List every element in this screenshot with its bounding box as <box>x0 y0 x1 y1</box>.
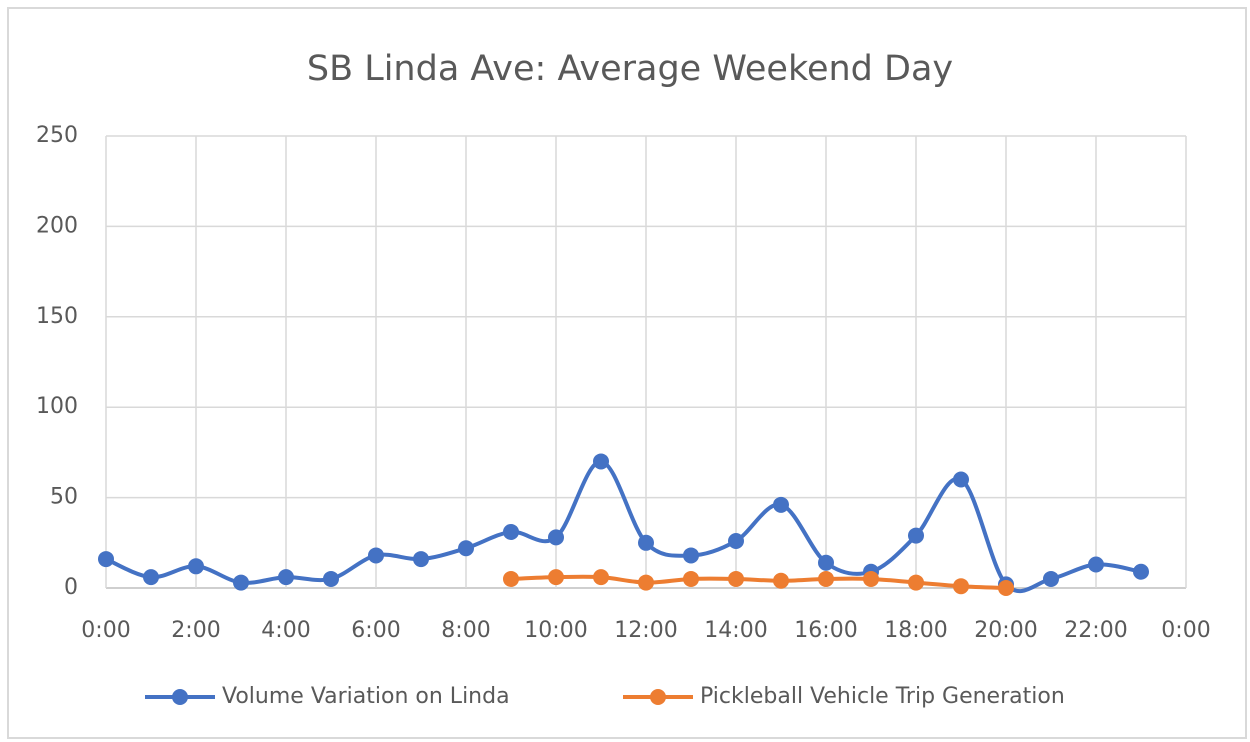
data-point <box>593 569 609 586</box>
x-tick-label: 6:00 <box>351 618 400 643</box>
data-point <box>503 523 519 540</box>
data-point <box>728 570 744 587</box>
x-tick-label: 10:00 <box>524 618 587 643</box>
data-point <box>233 574 249 591</box>
chart-title: SB Linda Ave: Average Weekend Day <box>307 49 953 89</box>
x-tick-label: 0:00 <box>1161 618 1210 643</box>
data-point <box>1133 563 1149 580</box>
data-point <box>773 496 789 513</box>
data-point <box>368 547 384 564</box>
data-point <box>638 534 654 551</box>
chart-border <box>7 7 1247 739</box>
x-tick-label: 16:00 <box>794 618 857 643</box>
x-tick-label: 12:00 <box>614 618 677 643</box>
data-point <box>1088 556 1104 573</box>
data-point <box>773 572 789 589</box>
data-point <box>953 578 969 595</box>
data-point <box>1043 570 1059 587</box>
data-point <box>683 547 699 564</box>
y-tick-label: 250 <box>36 123 78 148</box>
legend-marker <box>172 689 188 705</box>
data-point <box>728 532 744 549</box>
y-tick-label: 50 <box>50 485 78 510</box>
data-point <box>638 574 654 591</box>
y-tick-label: 150 <box>36 304 78 329</box>
legend-marker <box>650 689 666 705</box>
x-tick-label: 0:00 <box>81 618 130 643</box>
x-tick-label: 14:00 <box>704 618 767 643</box>
legend-label: Volume Variation on Linda <box>222 684 510 709</box>
data-point <box>548 529 564 546</box>
data-point <box>908 527 924 544</box>
data-point <box>503 570 519 587</box>
data-point <box>548 569 564 586</box>
data-point <box>998 580 1014 596</box>
data-point <box>593 453 609 470</box>
y-tick-label: 0 <box>64 575 78 600</box>
data-point <box>413 551 429 568</box>
data-point <box>98 551 114 568</box>
data-point <box>188 558 204 575</box>
y-tick-label: 200 <box>36 213 78 238</box>
data-point <box>818 570 834 587</box>
data-point <box>143 569 159 586</box>
data-point <box>683 570 699 587</box>
data-point <box>458 540 474 557</box>
data-point <box>818 554 834 571</box>
x-tick-label: 2:00 <box>171 618 220 643</box>
x-tick-label: 22:00 <box>1064 618 1127 643</box>
data-point <box>323 570 339 587</box>
x-tick-label: 20:00 <box>974 618 1037 643</box>
legend-label: Pickleball Vehicle Trip Generation <box>700 684 1065 709</box>
data-point <box>953 471 969 488</box>
data-point <box>278 569 294 586</box>
y-tick-label: 100 <box>36 394 78 419</box>
data-point <box>863 570 879 587</box>
x-tick-label: 4:00 <box>261 618 310 643</box>
x-tick-label: 8:00 <box>441 618 490 643</box>
data-point <box>908 574 924 591</box>
x-tick-label: 18:00 <box>884 618 947 643</box>
